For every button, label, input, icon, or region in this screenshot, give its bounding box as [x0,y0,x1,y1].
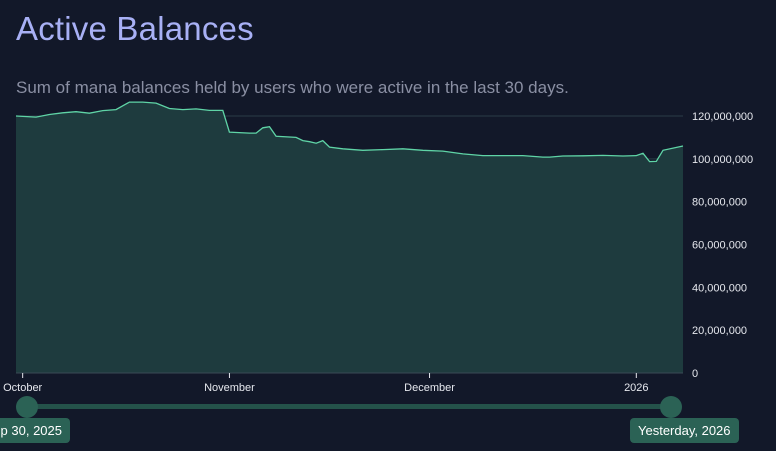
y-tick-label: 40,000,000 [692,282,747,294]
x-tick-label: October [3,382,42,394]
y-tick-label: 0 [692,368,698,380]
x-tick-label: 2026 [624,382,648,394]
date-range-slider-track[interactable] [27,404,671,409]
y-tick-label: 20,000,000 [692,325,747,337]
page-subtitle: Sum of mana balances held by users who w… [16,78,569,97]
y-tick-label: 80,000,000 [692,197,747,209]
y-tick-label: 120,000,000 [692,111,753,123]
series-line [15,101,684,163]
x-axis: October November December 2026 [3,373,649,394]
range-end-label: Yesterday, 2026 [630,418,739,443]
series-area [16,102,683,373]
y-axis: 0 20,000,000 40,000,000 60,000,000 80,000,00… [692,111,753,380]
range-end-handle[interactable] [660,396,682,418]
range-start-handle[interactable] [16,396,38,418]
range-start-label: Sep 30, 2025 [0,418,70,443]
x-tick-label: November [204,382,255,394]
x-tick-label: December [404,382,455,394]
page-title: Active Balances [16,10,254,47]
y-tick-label: 100,000,000 [692,154,753,166]
y-tick-label: 60,000,000 [692,240,747,252]
